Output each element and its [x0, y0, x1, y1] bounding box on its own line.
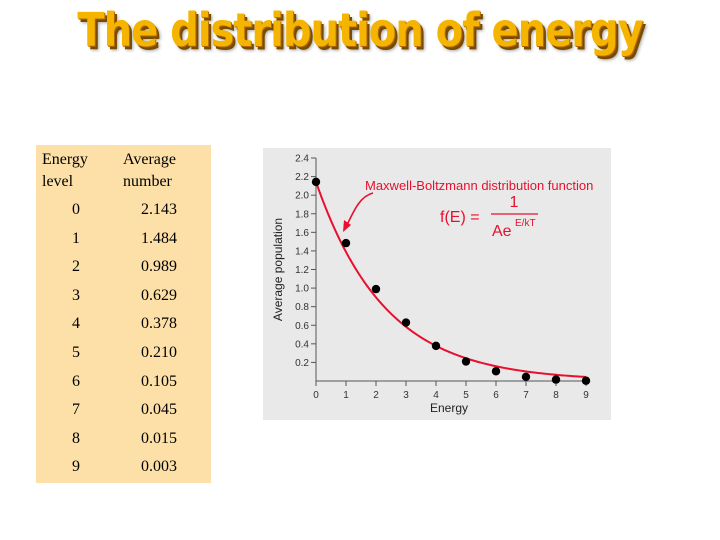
data-point [341, 238, 351, 248]
x-tick-label: 6 [493, 390, 499, 401]
x-tick-label: 3 [403, 390, 409, 401]
data-point [461, 357, 471, 366]
table-row: 8 0.015 [36, 430, 211, 458]
x-tick-label: 1 [343, 390, 349, 401]
average-number-cell: 0.989 [141, 258, 177, 276]
x-tick-label: 8 [553, 390, 559, 401]
average-number-cell: 0.629 [141, 286, 177, 304]
x-tick-label: 5 [463, 390, 469, 401]
data-point [551, 375, 561, 384]
data-point [401, 318, 411, 327]
annotation-arrow [346, 192, 374, 226]
x-tick-label: 9 [583, 390, 589, 401]
x-tick-label: 0 [313, 390, 319, 401]
y-tick-label: 1.0 [295, 284, 309, 295]
average-number-cell: 0.015 [141, 429, 177, 447]
average-number-cell: 1.484 [141, 229, 177, 247]
table-row: 0 2.143 [36, 201, 211, 229]
data-point [431, 341, 441, 351]
page-title: The distribution of energy [77, 4, 643, 58]
table-row: 6 0.105 [36, 373, 211, 401]
y-tick-label: 2.0 [295, 191, 309, 202]
y-tick-label: 2.4 [295, 154, 309, 165]
data-point [521, 372, 531, 382]
energy-level-cell: 7 [72, 401, 80, 419]
x-axis-label: Energy [430, 401, 468, 415]
distribution-chart: 0.2 0.4 0.6 0.8 1.0 1.2 1.4 1.6 1.8 2.0 2.2 2.4 0 1 2 3… [263, 148, 611, 420]
energy-level-cell: 1 [72, 229, 80, 247]
arrow-head [343, 220, 351, 232]
formula-denominator: Ae [492, 223, 512, 240]
x-tick-label: 7 [523, 390, 529, 401]
formula-lhs: f(E) = [440, 209, 480, 226]
average-number-cell: 0.210 [141, 344, 177, 361]
energy-level-cell: 4 [72, 315, 80, 333]
energy-level-cell: 8 [72, 429, 80, 447]
data-point [581, 376, 591, 385]
energy-level-cell: 6 [72, 372, 80, 390]
table-row: 7 0.045 [36, 401, 211, 429]
average-number-cell: 0.003 [141, 458, 177, 476]
y-tick-label: 0.6 [295, 321, 309, 332]
average-number-cell: 2.143 [141, 201, 177, 218]
chart-svg: 0.2 0.4 0.6 0.8 1.0 1.2 1.4 1.6 1.8 2.0 2.2 2.4 0 1 2 3… [271, 154, 593, 416]
energy-level-cell: 5 [72, 344, 80, 361]
distribution-curve [315, 181, 587, 378]
table-row: 1 1.484 [36, 230, 211, 258]
y-tick-label: 1.4 [295, 246, 309, 257]
x-tick-label: 4 [433, 390, 439, 401]
average-number-cell: 0.105 [141, 372, 177, 390]
energy-table: Energy level Average number 0 2.143 1 1.484… [36, 145, 211, 483]
y-axis-label: Average population [271, 218, 285, 321]
energy-level-cell: 2 [72, 258, 80, 276]
table-row: 5 0.210 [36, 344, 211, 372]
average-number-cell: 0.378 [141, 315, 177, 333]
y-tick-label: 1.2 [295, 265, 309, 276]
x-tick-label: 2 [373, 390, 379, 401]
y-tick-label: 1.8 [295, 209, 309, 220]
header-energy-level: Energy level [42, 151, 88, 190]
energy-level-cell: 9 [72, 458, 80, 476]
data-point [311, 177, 321, 187]
y-tick-label: 0.4 [295, 339, 309, 350]
energy-level-cell: 3 [72, 286, 80, 304]
energy-level-cell: 0 [72, 201, 80, 218]
y-tick-label: 0.8 [295, 302, 309, 313]
y-tick-label: 0.2 [295, 358, 309, 369]
curve-name-label: Maxwell-Boltzmann distribution function [365, 178, 593, 193]
table-row: 2 0.989 [36, 258, 211, 286]
table-row: 9 0.003 [36, 458, 211, 486]
y-tick-label: 1.6 [295, 228, 309, 239]
data-point [371, 284, 381, 294]
table-row: 4 0.378 [36, 315, 211, 343]
data-point [491, 367, 501, 376]
y-tick-label: 2.2 [295, 172, 309, 183]
header-average-number: Average number [123, 151, 176, 190]
table-row: 3 0.629 [36, 287, 211, 315]
average-number-cell: 0.045 [141, 401, 177, 419]
formula-numerator: 1 [510, 194, 519, 211]
formula-exponent: E/kT [515, 218, 536, 229]
